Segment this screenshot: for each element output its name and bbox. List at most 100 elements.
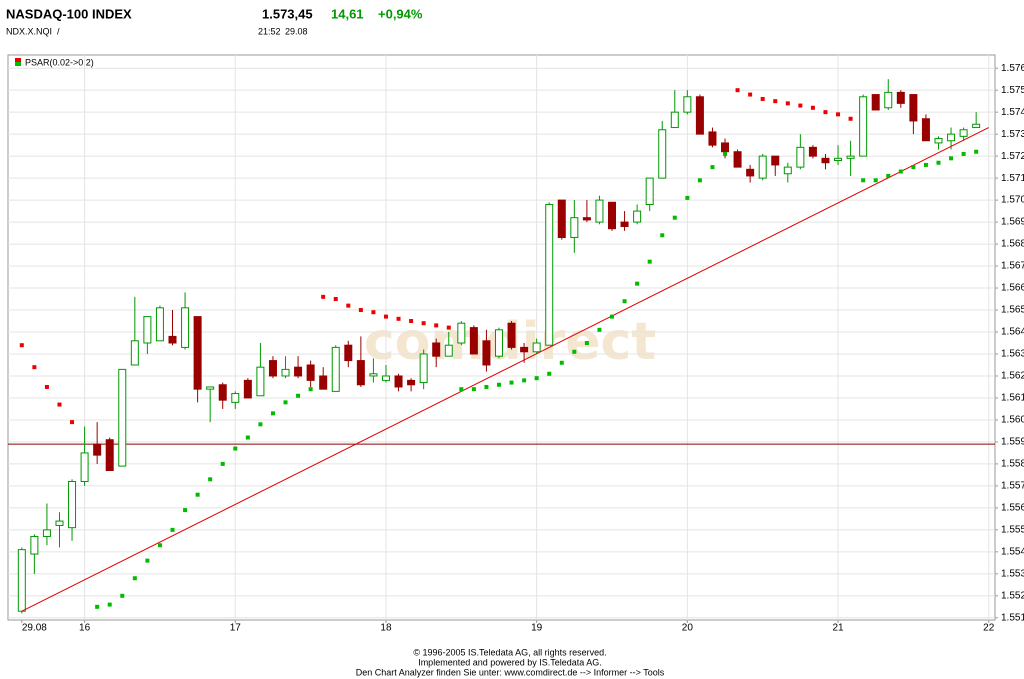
psar-dot [195, 492, 200, 497]
legend-swatch [15, 58, 21, 62]
date: 29.08 [285, 26, 308, 36]
change-pct: +0,94% [378, 6, 423, 21]
y-tick-label: 1.552 [1001, 590, 1024, 601]
psar-dot [220, 461, 225, 466]
y-tick-label: 1.553 [1001, 568, 1024, 579]
y-tick-label: 1.564 [1001, 327, 1024, 338]
psar-dot [823, 110, 828, 115]
psar-dot [559, 360, 564, 365]
psar-dot [496, 382, 501, 387]
psar-dot [597, 327, 602, 332]
candle-body [469, 327, 478, 355]
candle-body [934, 138, 943, 144]
legend-label[interactable]: PSAR(0.02->0.2) [25, 57, 94, 67]
candle-body [972, 123, 981, 129]
y-tick-label: 1.554 [1001, 546, 1024, 557]
psar-dot [245, 435, 250, 440]
x-tick-label: 22 [983, 623, 995, 634]
candle-body [834, 157, 843, 162]
psar-dot [861, 178, 866, 183]
candle-body [796, 146, 805, 168]
candle-body [407, 379, 416, 386]
candle-body [268, 360, 277, 377]
candle-body [319, 375, 328, 390]
psar-dot [409, 319, 414, 324]
y-tick-label: 1.574 [1001, 107, 1024, 118]
psar-dot [308, 387, 313, 392]
candle-body [608, 201, 617, 230]
candle-body [42, 529, 51, 537]
candle-body [532, 342, 541, 353]
psar-dot [32, 365, 37, 370]
candle-body [30, 535, 39, 555]
psar-dot [961, 151, 966, 156]
psar-dot [95, 604, 100, 609]
y-tick-label: 1.563 [1001, 349, 1024, 360]
candle-body [281, 368, 290, 377]
psar-dot [70, 420, 75, 425]
candle-body [457, 322, 466, 344]
symbol: NDX.X.NQI / [6, 26, 60, 36]
psar-dot [107, 602, 112, 607]
psar-dot [358, 308, 363, 313]
y-tick-label: 1.562 [1001, 371, 1024, 382]
psar-dot [949, 156, 954, 161]
psar-dot [233, 446, 238, 451]
psar-dot [697, 178, 702, 183]
psar-dot [471, 387, 476, 392]
psar-dot [132, 576, 137, 581]
candle-body [331, 346, 340, 392]
candle-body [520, 346, 529, 353]
candle-body [846, 155, 855, 159]
candle-body [432, 342, 441, 357]
change: 14,61 [331, 6, 364, 21]
candle-body [55, 520, 64, 526]
candle-body [595, 199, 604, 223]
candle-body [105, 439, 114, 472]
candle-body [582, 217, 591, 221]
psar-dot [748, 92, 753, 97]
candle-body [130, 340, 139, 366]
y-tick-label: 1.565 [1001, 305, 1024, 316]
candle-body [658, 129, 667, 179]
candle-body [155, 307, 164, 342]
psar-dot [848, 116, 853, 121]
psar-dot [183, 508, 188, 513]
candle-body [871, 94, 880, 111]
candle-body [143, 316, 152, 344]
y-tick-label: 1.569 [1001, 217, 1024, 228]
y-tick-label: 1.566 [1001, 283, 1024, 294]
y-tick-label: 1.559 [1001, 437, 1024, 448]
candle-body [17, 549, 26, 612]
y-tick-label: 1.568 [1001, 239, 1024, 250]
psar-dot [660, 233, 665, 238]
candle-body [620, 221, 629, 227]
y-tick-label: 1.570 [1001, 195, 1024, 206]
psar-dot [157, 543, 162, 548]
y-tick-label: 1.567 [1001, 261, 1024, 272]
candle-body [859, 96, 868, 157]
x-tick-label: 20 [682, 623, 694, 634]
candle-body [419, 353, 428, 384]
candle-body [545, 203, 554, 346]
psar-dot [19, 343, 24, 348]
psar-dot [145, 558, 150, 563]
candle-body [746, 168, 755, 177]
candle-body [670, 111, 679, 129]
psar-dot [647, 259, 652, 264]
candle-body [507, 322, 516, 348]
y-tick-label: 1.558 [1001, 459, 1024, 470]
candle-body [947, 133, 956, 142]
psar-dot [509, 380, 514, 385]
y-tick-label: 1.571 [1001, 173, 1024, 184]
psar-dot [911, 165, 916, 170]
psar-dot [547, 371, 552, 376]
psar-dot [446, 325, 451, 330]
candle-body [921, 118, 930, 142]
time: 21:52 [258, 26, 281, 36]
candle-body [444, 344, 453, 357]
candle-body [557, 199, 566, 238]
psar-dot [610, 314, 615, 319]
y-tick-label: 1.561 [1001, 393, 1024, 404]
candle-body [494, 329, 503, 357]
